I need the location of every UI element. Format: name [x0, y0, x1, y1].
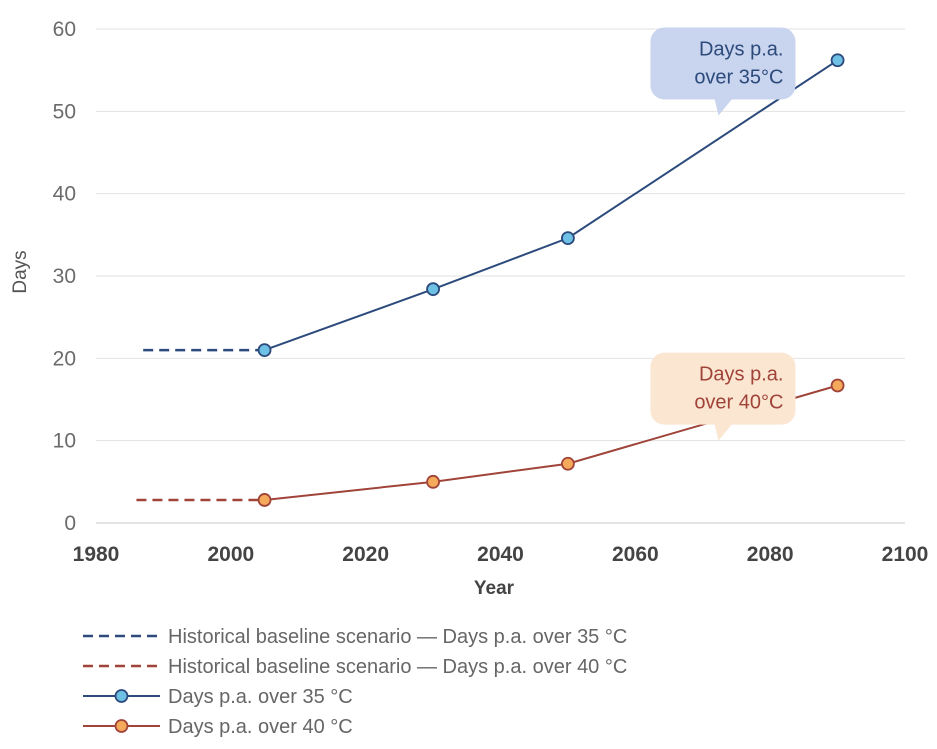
legend-marker: [114, 719, 129, 733]
data-point: [426, 474, 440, 489]
data-point: [830, 378, 845, 393]
y-tick-label: 30: [53, 265, 76, 288]
y-tick-label: 10: [53, 430, 76, 453]
callout-0: Days p.a. over 35°C: [650, 27, 796, 116]
data-point: [830, 53, 845, 68]
x-tick-label: 1980: [73, 543, 120, 566]
data-point: [257, 343, 272, 358]
data-point: [257, 493, 272, 507]
callout-text: Days p.a.: [699, 364, 783, 386]
legend-label: Days p.a. over 35 °C: [168, 686, 353, 708]
legend-label: Historical baseline scenario — Days p.a.…: [168, 656, 627, 678]
x-tick-label: 2040: [477, 543, 524, 566]
legend-entry-2: Days p.a. over 35 °C: [83, 686, 353, 708]
callout-1: Days p.a. over 40°C: [650, 352, 796, 441]
y-axis-title: Days: [10, 250, 31, 293]
callout-bubble: [650, 27, 796, 100]
callout-text: Days p.a.: [699, 38, 783, 60]
legend-entry-1: Historical baseline scenario — Days p.a.…: [83, 656, 627, 678]
legend-label: Days p.a. over 40 °C: [168, 716, 353, 738]
gridlines: [96, 28, 905, 524]
callout-text: over 35°C: [694, 66, 783, 88]
callout-text: over 40°C: [694, 392, 783, 414]
x-tick-label: 2100: [882, 543, 929, 566]
y-tick-label: 40: [53, 183, 76, 206]
data-point: [561, 231, 575, 246]
data-point: [561, 456, 575, 471]
x-tick-labels: 1980 2000 2020 2040 2060 2080 2100: [73, 543, 929, 566]
callouts: Days p.a. over 35°C Days p.a. over 40°C: [650, 27, 796, 441]
callout-bubble: [650, 352, 796, 425]
x-tick-label: 2000: [207, 543, 254, 566]
y-tick-label: 50: [53, 100, 76, 123]
series-line-2: [264, 59, 839, 352]
y-tick-label: 0: [64, 512, 76, 535]
legend-marker: [114, 689, 129, 703]
callout-pointer: [714, 423, 733, 441]
series-layer: [136, 53, 845, 507]
x-tick-label: 2060: [612, 543, 659, 566]
y-tick-labels: 0 10 20 30 40 50 60: [53, 18, 76, 535]
legend-label: Historical baseline scenario — Days p.a.…: [168, 626, 627, 648]
data-point: [426, 282, 440, 297]
x-tick-label: 2020: [342, 543, 389, 566]
x-axis-title: Year: [474, 578, 515, 599]
legend-entry-0: Historical baseline scenario — Days p.a.…: [83, 626, 627, 648]
y-tick-label: 20: [53, 347, 76, 370]
legend: Historical baseline scenario — Days p.a.…: [83, 626, 627, 738]
callout-pointer: [714, 98, 733, 116]
x-tick-label: 2080: [747, 543, 794, 566]
y-tick-label: 60: [53, 18, 76, 41]
legend-entry-3: Days p.a. over 40 °C: [83, 716, 353, 738]
